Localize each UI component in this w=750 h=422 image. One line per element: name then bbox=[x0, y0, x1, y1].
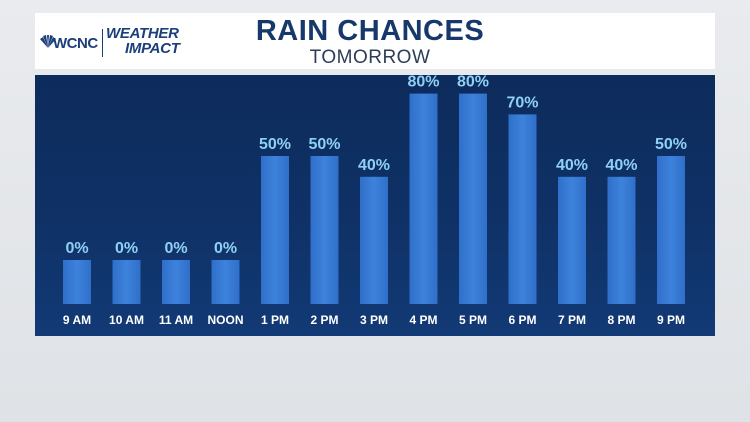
chart-panel: 0% 9 AM 0% 10 AM 0% 11 AM 0% NOON 50% 1 PM 50% 2 PM… bbox=[35, 75, 715, 336]
x-tick-label: 9 PM bbox=[657, 313, 685, 327]
logo-divider bbox=[102, 29, 103, 57]
x-tick-label: 4 PM bbox=[409, 313, 437, 327]
x-tick-label: 1 PM bbox=[261, 313, 289, 327]
x-tick-label: 8 PM bbox=[607, 313, 635, 327]
bar-value-label: 40% bbox=[605, 157, 637, 174]
bar-11-am bbox=[162, 260, 190, 304]
x-tick-label: 6 PM bbox=[508, 313, 536, 327]
peacock-icon bbox=[40, 35, 56, 48]
program-name-top: WEATHER bbox=[106, 25, 179, 42]
chart-title: RAIN CHANCES bbox=[255, 15, 485, 47]
x-tick-label: 2 PM bbox=[310, 313, 338, 327]
bar-value-label: 80% bbox=[407, 75, 439, 91]
bar-8-pm bbox=[607, 176, 636, 304]
bar-10-am bbox=[112, 260, 141, 304]
bar-value-label: 0% bbox=[115, 240, 138, 257]
bar-1-pm bbox=[261, 156, 289, 304]
bar-value-label: 50% bbox=[308, 136, 340, 153]
bar-value-label: 0% bbox=[65, 240, 88, 257]
program-name-bottom: IMPACT bbox=[125, 40, 180, 57]
bar-5-pm bbox=[459, 93, 487, 304]
bar-value-label: 0% bbox=[214, 240, 237, 257]
bar-value-label: 70% bbox=[506, 94, 538, 111]
bar-value-label: 50% bbox=[259, 136, 291, 153]
x-tick-label: 7 PM bbox=[558, 313, 586, 327]
bar-9-pm bbox=[657, 156, 685, 304]
bar-value-label: 80% bbox=[457, 75, 489, 91]
chart-subtitle: TOMORROW bbox=[309, 47, 431, 68]
x-tick-label: 11 AM bbox=[159, 313, 193, 327]
x-tick-label: NOON bbox=[208, 313, 244, 327]
x-tick-label: 10 AM bbox=[109, 313, 144, 327]
header-banner: WCNC WEATHER IMPACT RAIN CHANCES TOMORRO… bbox=[35, 13, 715, 69]
bar-value-label: 50% bbox=[655, 136, 687, 153]
x-tick-label: 3 PM bbox=[360, 313, 388, 327]
rain-chance-bar-chart: 0% 9 AM 0% 10 AM 0% 11 AM 0% NOON 50% 1 PM 50% 2 PM… bbox=[63, 75, 687, 327]
bar-value-label: 40% bbox=[556, 157, 588, 174]
x-tick-label: 5 PM bbox=[459, 313, 487, 327]
bar-2-pm bbox=[310, 156, 339, 304]
wcnc-weather-impact-logo: WCNC WEATHER IMPACT bbox=[39, 23, 209, 63]
bar-noon bbox=[211, 260, 240, 304]
bar-value-label: 40% bbox=[358, 157, 390, 174]
bar-7-pm bbox=[558, 176, 586, 304]
station-name: WCNC bbox=[53, 35, 98, 52]
bar-9-am bbox=[63, 260, 91, 304]
bar-6-pm bbox=[508, 114, 537, 305]
bar-value-label: 0% bbox=[164, 240, 187, 257]
x-tick-label: 9 AM bbox=[63, 313, 91, 327]
bar-3-pm bbox=[360, 176, 388, 304]
bar-4-pm bbox=[409, 93, 438, 304]
